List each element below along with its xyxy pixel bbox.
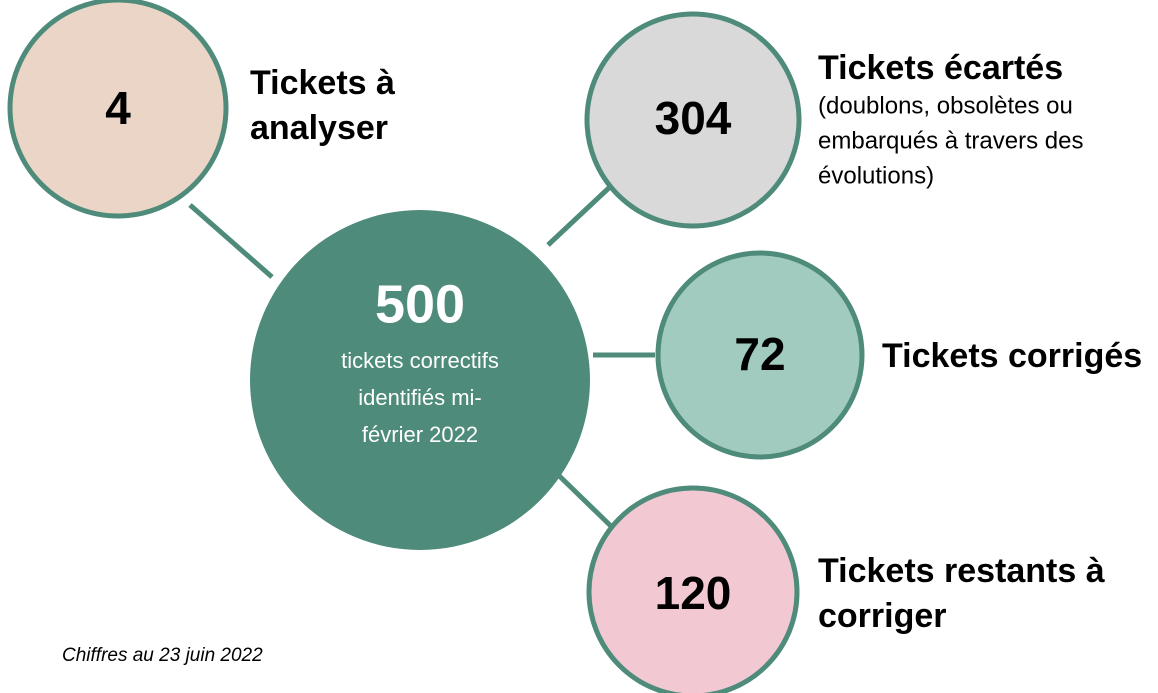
node-title: analyser — [250, 109, 388, 147]
node-note: évolutions) — [818, 162, 934, 189]
center-circle — [250, 210, 590, 550]
node-title: Tickets restants à — [818, 552, 1105, 590]
center-caption: février 2022 — [362, 422, 478, 447]
node-title: Tickets écartés — [818, 49, 1063, 87]
connector — [188, 203, 274, 279]
node-value: 304 — [655, 92, 732, 144]
node-note: embarqués à travers des — [818, 127, 1083, 154]
footnote: Chiffres au 23 juin 2022 — [62, 645, 263, 666]
node-value: 4 — [105, 82, 131, 134]
node-title: Tickets corrigés — [882, 337, 1142, 375]
node-circle — [584, 11, 802, 229]
node-title: corriger — [818, 597, 947, 635]
center-value: 500 — [375, 274, 465, 334]
connector — [546, 183, 614, 247]
center-caption: tickets correctifs — [341, 348, 499, 373]
node-note: (doublons, obsolètes ou — [818, 92, 1073, 119]
center-caption: identifiés mi- — [358, 385, 481, 410]
node-circle — [7, 0, 229, 219]
node-value: 120 — [655, 567, 732, 619]
node-title: Tickets à — [250, 64, 395, 102]
node-circle — [655, 250, 865, 460]
node-circle — [586, 485, 800, 693]
node-value: 72 — [734, 328, 785, 380]
